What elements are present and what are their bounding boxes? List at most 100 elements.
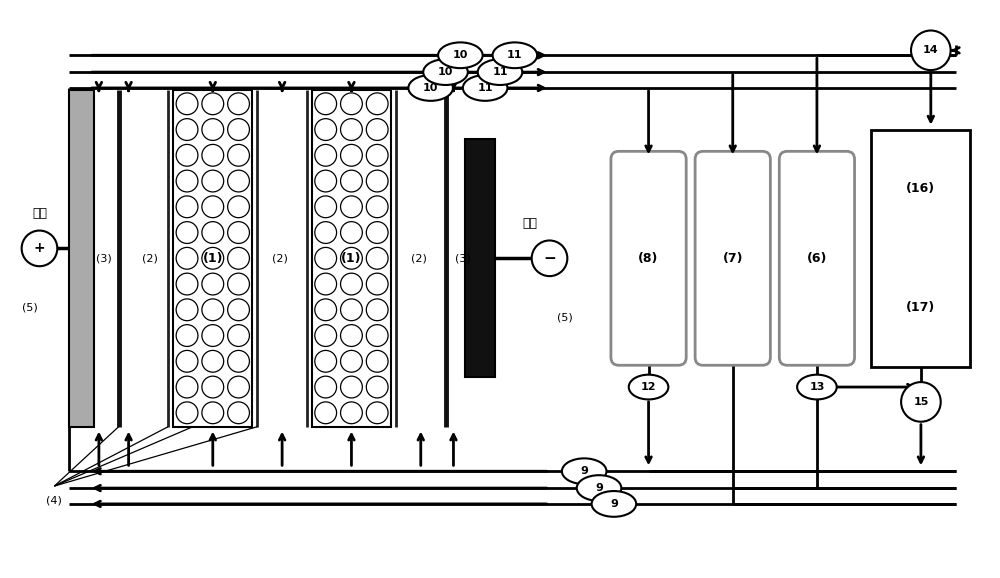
Circle shape [366,221,388,243]
Circle shape [366,93,388,114]
Text: −: − [543,251,556,266]
Circle shape [315,196,337,218]
Circle shape [532,240,567,276]
Text: 负极: 负极 [522,217,537,230]
Bar [871,129,970,367]
Circle shape [176,170,198,192]
Ellipse shape [797,375,837,399]
Circle shape [901,382,941,422]
Ellipse shape [438,42,483,68]
Ellipse shape [408,75,453,101]
Circle shape [341,118,362,140]
Ellipse shape [463,75,507,101]
Ellipse shape [493,42,537,68]
Circle shape [202,93,224,114]
Circle shape [341,376,362,398]
Circle shape [341,325,362,346]
FancyBboxPatch shape [611,151,686,365]
Ellipse shape [562,458,606,484]
Text: 14: 14 [923,45,939,55]
Circle shape [176,325,198,346]
Text: 10: 10 [438,67,453,77]
Circle shape [315,93,337,114]
Circle shape [366,273,388,295]
Circle shape [176,350,198,372]
Circle shape [341,93,362,114]
Circle shape [341,350,362,372]
Bar [69,90,94,427]
Ellipse shape [423,59,468,85]
Circle shape [202,118,224,140]
Text: (2): (2) [142,253,158,264]
Text: (16): (16) [906,183,935,195]
Circle shape [228,273,249,295]
Circle shape [202,273,224,295]
Circle shape [202,221,224,243]
Circle shape [202,402,224,424]
Text: 9: 9 [610,499,618,509]
Circle shape [341,144,362,166]
Text: 正极: 正极 [32,208,47,220]
Text: (3): (3) [455,253,471,264]
Circle shape [228,350,249,372]
Text: 13: 13 [809,382,825,392]
Circle shape [22,231,57,266]
Circle shape [366,299,388,321]
Circle shape [176,118,198,140]
Text: 11: 11 [492,67,508,77]
Circle shape [202,247,224,269]
Circle shape [366,144,388,166]
Circle shape [315,144,337,166]
Circle shape [341,273,362,295]
Circle shape [341,299,362,321]
Text: 11: 11 [477,83,493,93]
Circle shape [315,402,337,424]
Circle shape [228,196,249,218]
Ellipse shape [478,59,522,85]
Ellipse shape [592,491,636,517]
Circle shape [228,144,249,166]
Circle shape [341,196,362,218]
Circle shape [228,402,249,424]
Text: (6): (6) [807,252,827,265]
Text: +: + [34,242,45,255]
Circle shape [176,196,198,218]
Text: (5): (5) [557,313,572,323]
Circle shape [341,221,362,243]
Circle shape [228,118,249,140]
Circle shape [228,325,249,346]
Circle shape [315,299,337,321]
Bar [465,139,495,377]
Circle shape [202,376,224,398]
Circle shape [176,273,198,295]
Circle shape [228,376,249,398]
Circle shape [176,93,198,114]
Circle shape [202,299,224,321]
Circle shape [315,325,337,346]
Ellipse shape [629,375,668,399]
Text: (5): (5) [22,303,37,313]
Circle shape [366,170,388,192]
FancyBboxPatch shape [695,151,770,365]
Circle shape [228,299,249,321]
Text: 10: 10 [453,50,468,60]
Text: (8): (8) [638,252,659,265]
Circle shape [341,170,362,192]
Circle shape [366,376,388,398]
Circle shape [315,118,337,140]
Circle shape [202,170,224,192]
Circle shape [176,376,198,398]
Text: 9: 9 [595,483,603,493]
Circle shape [228,221,249,243]
Text: (2): (2) [411,253,427,264]
Text: (3): (3) [96,253,112,264]
Circle shape [228,93,249,114]
Circle shape [202,196,224,218]
Text: 9: 9 [580,466,588,476]
Text: 12: 12 [641,382,656,392]
Circle shape [315,247,337,269]
Circle shape [202,325,224,346]
FancyBboxPatch shape [779,151,855,365]
Circle shape [228,247,249,269]
Text: (17): (17) [906,301,936,314]
